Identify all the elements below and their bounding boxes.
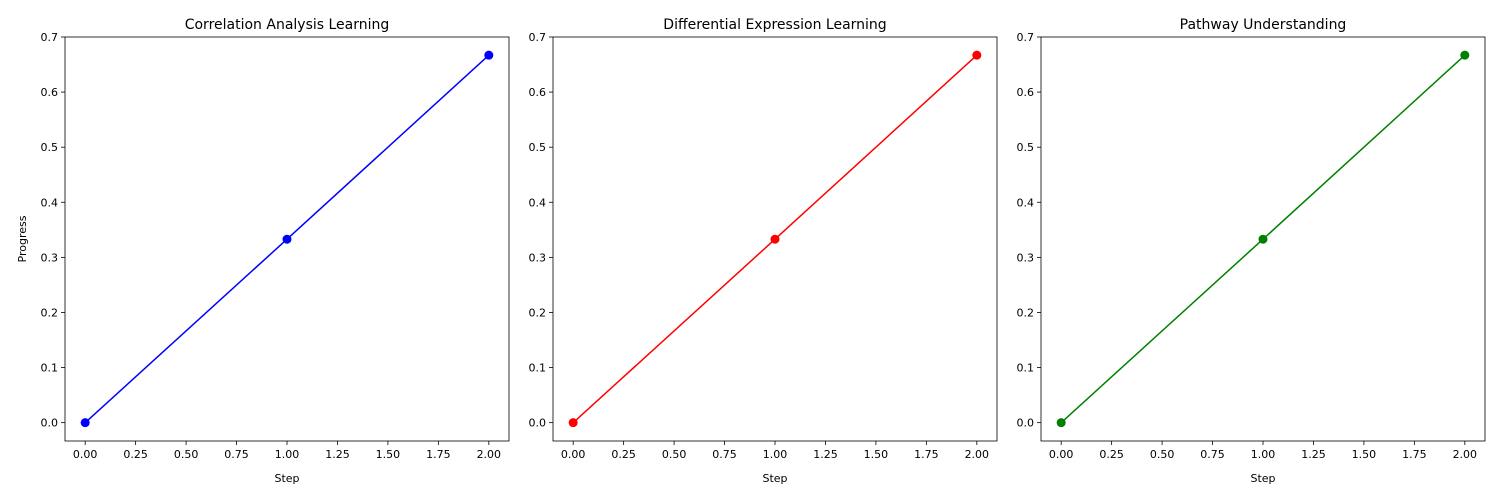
x-tick-label: 2.00: [1453, 448, 1478, 461]
y-tick-label: 0.6: [41, 86, 59, 99]
x-tick-label: 1.25: [813, 448, 838, 461]
x-tick-label: 0.50: [174, 448, 199, 461]
y-tick-label: 0.2: [1017, 306, 1035, 319]
chart-title: Correlation Analysis Learning: [185, 17, 390, 33]
y-tick-label: 0.4: [529, 196, 547, 209]
data-point: [282, 234, 292, 244]
x-axis-label: Step: [274, 472, 299, 485]
x-tick-label: 1.00: [1251, 448, 1276, 461]
subplot-3: Pathway Understanding 0.00 0.25 0.50 0.75 1.0…: [1017, 17, 1486, 485]
y-tick-label: 0.7: [529, 31, 547, 44]
y-tick-label: 0.6: [1017, 86, 1035, 99]
y-tick-label: 0.1: [529, 362, 547, 375]
data-point: [1258, 234, 1268, 244]
x-tick-label: 1.50: [1352, 448, 1377, 461]
chart-title: Differential Expression Learning: [663, 17, 886, 33]
x-tick-label: 0.00: [1049, 448, 1074, 461]
x-tick-label: 2.00: [965, 448, 990, 461]
y-tick-label: 0.4: [41, 196, 59, 209]
y-tick-label: 0.4: [1017, 196, 1035, 209]
y-tick-label: 0.5: [529, 141, 547, 154]
data-point: [1460, 50, 1470, 60]
x-tick-label: 0.00: [73, 448, 98, 461]
y-tick-label: 0.3: [529, 251, 547, 264]
y-tick-label: 0.1: [41, 362, 59, 375]
y-tick-label: 0.6: [529, 86, 547, 99]
y-tick-label: 0.5: [41, 141, 59, 154]
y-tick-label: 0.0: [1017, 417, 1035, 430]
y-tick-label: 0.2: [529, 306, 547, 319]
data-point: [484, 50, 494, 60]
y-tick-label: 0.3: [41, 251, 59, 264]
y-tick-label: 0.7: [1017, 31, 1035, 44]
y-tick-label: 0.3: [1017, 251, 1035, 264]
data-point: [568, 418, 578, 428]
x-tick-label: 1.50: [864, 448, 889, 461]
x-tick-label: 1.75: [914, 448, 939, 461]
y-tick-label: 0.7: [41, 31, 59, 44]
x-tick-label: 0.75: [224, 448, 249, 461]
y-axis-label: Progress: [16, 215, 29, 262]
axes-frame: [1040, 36, 1486, 442]
y-tick-label: 0.0: [41, 417, 59, 430]
x-axis-label: Step: [762, 472, 787, 485]
axes-frame: [64, 36, 510, 442]
x-tick-label: 0.00: [561, 448, 586, 461]
x-tick-label: 1.00: [763, 448, 788, 461]
data-point: [770, 234, 780, 244]
x-tick-label: 1.00: [275, 448, 300, 461]
x-axis-label: Step: [1250, 472, 1275, 485]
x-tick-label: 0.25: [611, 448, 636, 461]
x-tick-label: 1.75: [426, 448, 451, 461]
x-tick-label: 0.25: [1099, 448, 1124, 461]
x-tick-label: 0.25: [123, 448, 148, 461]
subplot-2: Differential Expression Learning 0.00 0.25…: [529, 17, 998, 485]
x-tick-label: 1.25: [1301, 448, 1326, 461]
x-tick-label: 0.50: [1150, 448, 1175, 461]
axes-frame: [552, 36, 998, 442]
chart-title: Pathway Understanding: [1180, 17, 1347, 33]
y-tick-label: 0.5: [1017, 141, 1035, 154]
data-point: [1056, 418, 1066, 428]
x-tick-label: 1.50: [376, 448, 401, 461]
data-point: [80, 418, 90, 428]
x-tick-label: 1.75: [1402, 448, 1427, 461]
x-tick-label: 1.25: [325, 448, 350, 461]
y-tick-label: 0.0: [529, 417, 547, 430]
x-tick-label: 0.50: [662, 448, 687, 461]
subplot-1: Correlation Analysis Learning 0.00 0.25 0.5…: [16, 17, 510, 485]
x-tick-label: 0.75: [712, 448, 737, 461]
x-tick-label: 0.75: [1200, 448, 1225, 461]
x-tick-label: 2.00: [477, 448, 502, 461]
data-point: [972, 50, 982, 60]
y-tick-label: 0.2: [41, 306, 59, 319]
y-tick-label: 0.1: [1017, 362, 1035, 375]
